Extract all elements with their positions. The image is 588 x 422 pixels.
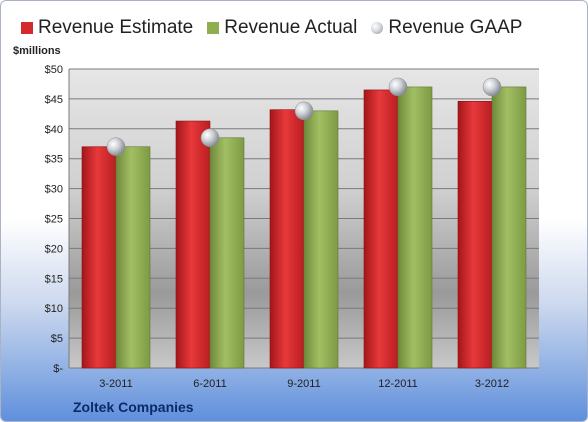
y-tick-label: $45: [45, 94, 63, 106]
y-tick-label: $30: [45, 184, 63, 196]
legend-swatch-estimate: [21, 22, 33, 34]
y-tick-label: $15: [45, 273, 63, 285]
bar-revenue-estimate: [363, 89, 399, 369]
bar-revenue-actual: [491, 86, 527, 369]
bar-revenue-estimate: [175, 120, 211, 369]
legend-label-gaap: Revenue GAAP: [388, 17, 523, 38]
bar-revenue-estimate: [457, 100, 493, 369]
legend-swatch-actual: [207, 22, 220, 34]
bar-revenue-estimate: [81, 146, 117, 369]
plot-area: $- $5 $10 $15 $20 $25 $30 $35 $40 $45 $50 3-2011 6-2…: [45, 64, 539, 390]
bar-revenue-actual: [397, 86, 433, 369]
y-axis-unit-label: $millions: [13, 45, 61, 57]
bar-revenue-estimate: [269, 109, 305, 369]
y-tick-label: $50: [45, 64, 63, 76]
marker-revenue-gaap: [294, 101, 314, 121]
bar-revenue-actual: [209, 137, 245, 369]
marker-revenue-gaap: [388, 77, 408, 97]
x-tick-label: 6-2011: [193, 378, 226, 390]
legend-item-gaap: Revenue GAAP: [371, 17, 522, 39]
y-tick-label: $35: [45, 154, 63, 166]
y-tick-label: $40: [45, 124, 63, 136]
legend-marker-gaap: [371, 22, 384, 34]
x-tick-label: 3-2011: [99, 378, 132, 390]
bar-revenue-actual: [115, 146, 151, 369]
y-tick-label: $5: [51, 333, 63, 345]
legend-item-estimate: Revenue Estimate: [21, 17, 193, 39]
marker-revenue-gaap: [482, 77, 502, 97]
marker-revenue-gaap: [106, 137, 126, 156]
marker-revenue-gaap: [200, 128, 220, 148]
legend: Revenue Estimate Revenue Actual Revenue …: [21, 17, 522, 39]
y-tick-label: $20: [45, 243, 63, 255]
x-tick-label: 12-2011: [378, 378, 418, 390]
y-tick-label: $10: [45, 303, 63, 315]
x-tick-label: 9-2011: [287, 378, 320, 390]
y-tick-label: $-: [53, 363, 63, 375]
legend-label-estimate: Revenue Estimate: [38, 17, 194, 38]
legend-item-actual: Revenue Actual: [207, 17, 357, 39]
company-name: Zoltek Companies: [73, 399, 194, 415]
legend-label-actual: Revenue Actual: [224, 17, 358, 38]
x-tick-label: 3-2012: [475, 378, 509, 390]
bar-revenue-actual: [303, 110, 339, 369]
y-tick-label: $25: [45, 214, 63, 226]
